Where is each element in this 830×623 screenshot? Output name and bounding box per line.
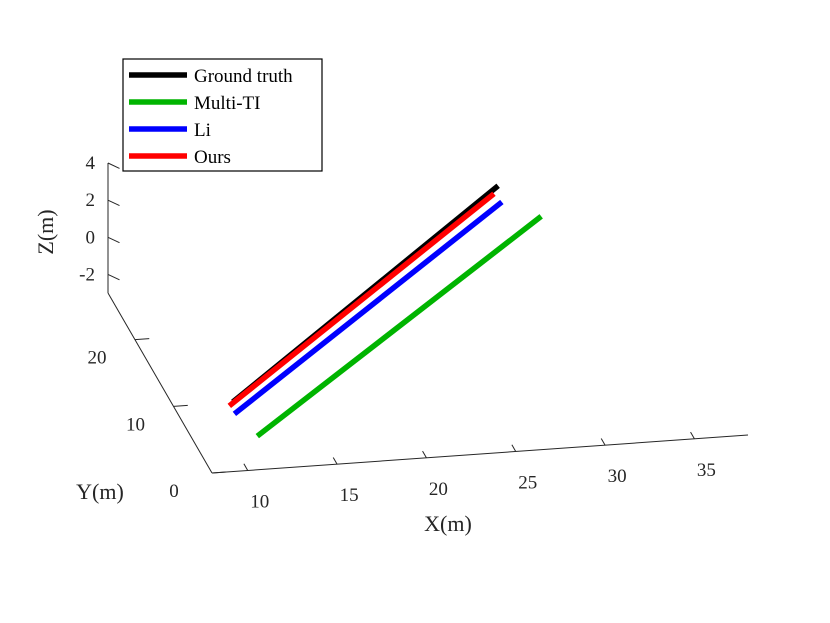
x-tick-label: 15: [340, 485, 359, 506]
legend-label-ground-truth: Ground truth: [194, 66, 293, 87]
legend: Ground truth Multi-TI Li Ours: [122, 58, 323, 172]
x-tick-label: 35: [697, 460, 716, 481]
z-tick-mark: [107, 273, 120, 281]
x-tick-mark: [422, 450, 427, 459]
z-tick-mark: [107, 199, 120, 207]
y-tick-label: 20: [87, 348, 106, 369]
axes: 10 15 20 25 30 35 0 10 20 -2 0 2 4 X(m) Y(m) Z(m): [33, 153, 749, 536]
legend-label-multi-ti: Multi-TI: [194, 93, 261, 114]
legend-label-li: Li: [194, 120, 211, 141]
series-lines: [227, 183, 543, 439]
x-tick-mark: [243, 463, 249, 471]
y-axis-line: [107, 292, 213, 474]
x-axis-line: [211, 434, 749, 474]
x-tick-mark: [600, 438, 606, 446]
y-tick-label: 10: [126, 414, 145, 435]
x-tick-label: 25: [518, 472, 537, 493]
x-tick-label: 30: [608, 466, 627, 487]
series-line-ours: [227, 191, 496, 409]
x-tick-mark: [690, 431, 695, 440]
z-tick-mark: [107, 162, 120, 169]
y-tick-label: 0: [169, 481, 179, 502]
z-tick-label: -2: [79, 264, 95, 285]
z-tick-label: 2: [86, 190, 96, 211]
series-line-multi-ti: [255, 214, 543, 439]
z-tick-label: 4: [86, 153, 96, 174]
x-tick-label: 20: [429, 479, 448, 500]
x-tick-mark: [332, 457, 338, 465]
legend-label-ours: Ours: [194, 147, 231, 168]
z-axis-label: Z(m): [33, 209, 58, 254]
y-tick-mark: [211, 471, 227, 474]
series-line-li: [232, 199, 504, 417]
y-axis-label: Y(m): [76, 479, 124, 504]
y-tick-mark: [134, 338, 150, 341]
x-axis-label: X(m): [424, 511, 472, 536]
x-tick-mark: [511, 444, 517, 452]
x-tick-label: 10: [250, 491, 269, 512]
z-tick-label: 0: [86, 227, 96, 248]
y-tick-mark: [173, 404, 188, 407]
z-tick-mark: [107, 236, 120, 244]
